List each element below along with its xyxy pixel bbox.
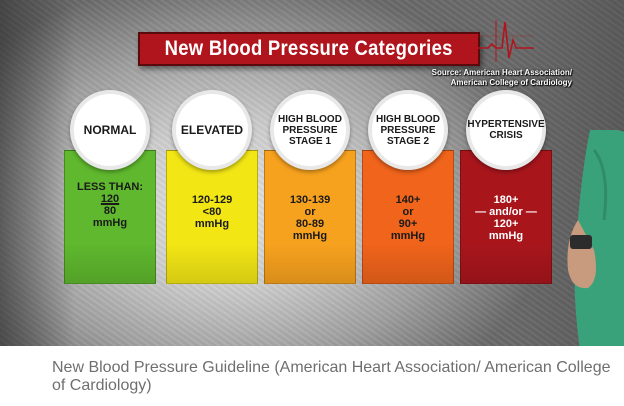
stage2-name-line-3: STAGE 2 [386, 135, 430, 147]
normal-value-unit: mmHg [92, 217, 128, 229]
doctor-figure-image [567, 130, 624, 346]
elevated-value-systolic: 120-129 [191, 194, 233, 206]
normal-name: NORMAL [83, 122, 137, 137]
category-crisis-panel: 180+ — and/or — 120+ mmHg [460, 150, 552, 284]
stage1-name-line-2: PRESSURE [282, 124, 338, 136]
category-crisis-circle: HYPERTENSIVE CRISIS [466, 90, 546, 170]
stage1-value-unit: mmHg [292, 230, 328, 242]
crisis-name-line-1: HYPERTENSIVE [467, 119, 545, 130]
category-stage2-panel: 140+ or 90+ mmHg [362, 150, 454, 284]
category-stage1-circle: HIGH BLOOD PRESSURE STAGE 1 [270, 90, 350, 170]
category-elevated-panel: 120-129 <80 mmHg [166, 150, 258, 284]
crisis-value-diastolic: 120+ [493, 218, 519, 230]
normal-value-line-1: LESS THAN: [77, 181, 143, 193]
category-normal-panel: LESS THAN: 120 80 mmHg [64, 150, 156, 284]
crisis-name-line-2: CRISIS [489, 130, 523, 141]
normal-value-systolic: 120 [100, 193, 120, 205]
ecg-line-icon [478, 20, 534, 62]
stage1-name-line-1: HIGH BLOOD [278, 113, 342, 125]
stage1-value-or: or [304, 206, 316, 218]
source-note: Source: American Heart Association/ Amer… [372, 68, 572, 88]
graphic-title: New Blood Pressure Categories [164, 37, 454, 60]
stage2-value-diastolic: 90+ [398, 218, 418, 230]
normal-value-diastolic: 80 [103, 205, 117, 217]
category-stage2-circle: HIGH BLOOD PRESSURE STAGE 2 [368, 90, 448, 170]
category-elevated-circle: ELEVATED [172, 90, 252, 170]
crisis-value-andor: — and/or — [475, 206, 537, 218]
stage1-name-line-3: STAGE 1 [288, 135, 332, 147]
infographic: New Blood Pressure Categories Source: Am… [0, 0, 624, 346]
stage1-value-diastolic: 80-89 [295, 218, 325, 230]
stage2-name-line-2: PRESSURE [380, 124, 436, 136]
title-banner: New Blood Pressure Categories [138, 32, 480, 66]
elevated-name: ELEVATED [180, 122, 244, 137]
image-caption: New Blood Pressure Guideline (American H… [52, 359, 611, 394]
source-line-2: American College of Cardiology [450, 78, 572, 87]
category-stage1-panel: 130-139 or 80-89 mmHg [264, 150, 356, 284]
crisis-value-unit: mmHg [488, 230, 524, 242]
stage1-value-systolic: 130-139 [289, 194, 331, 206]
elevated-value-unit: mmHg [194, 218, 230, 230]
stage2-value-systolic: 140+ [395, 194, 421, 206]
source-line-1: Source: American Heart Association/ [431, 68, 572, 77]
stage2-value-or: or [402, 206, 414, 218]
category-normal-circle: NORMAL [70, 90, 150, 170]
stage2-name-line-1: HIGH BLOOD [376, 113, 440, 125]
elevated-value-diastolic: <80 [202, 206, 222, 218]
crisis-value-systolic: 180+ [493, 194, 519, 206]
stage2-value-unit: mmHg [390, 230, 426, 242]
